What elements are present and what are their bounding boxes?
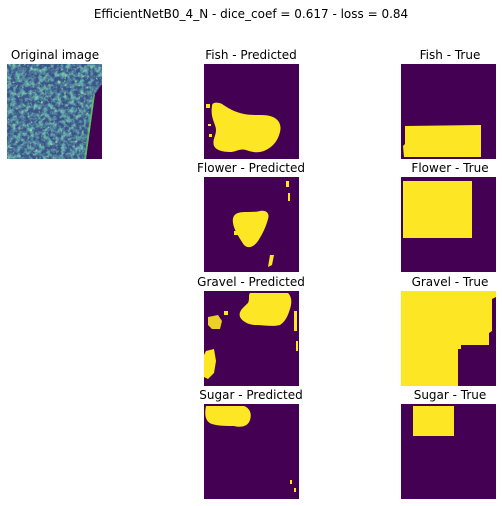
sugar-true-mask (401, 404, 496, 499)
flower-true-title: Flower - True (380, 161, 502, 175)
fish-predicted-title: Fish - Predicted (181, 48, 321, 62)
sugar-predicted-mask (204, 404, 299, 499)
sugar-true-title: Sugar - True (380, 388, 502, 402)
sugar-predicted-title: Sugar - Predicted (181, 388, 321, 402)
original-image-title: Original image (0, 48, 125, 62)
flower-predicted-title: Flower - Predicted (181, 161, 321, 175)
original-image (7, 64, 102, 159)
flower-true-mask (401, 177, 496, 272)
gravel-true-title: Gravel - True (380, 275, 502, 289)
gravel-true-mask (401, 291, 496, 386)
fish-true-title: Fish - True (380, 48, 502, 62)
flower-predicted-mask (204, 177, 299, 272)
gravel-predicted-title: Gravel - Predicted (181, 275, 321, 289)
fish-predicted-mask (204, 64, 299, 159)
figure-title: EfficientNetB0_4_N - dice_coef = 0.617 -… (0, 7, 502, 21)
gravel-predicted-mask (204, 291, 299, 386)
fish-true-mask (401, 64, 496, 159)
